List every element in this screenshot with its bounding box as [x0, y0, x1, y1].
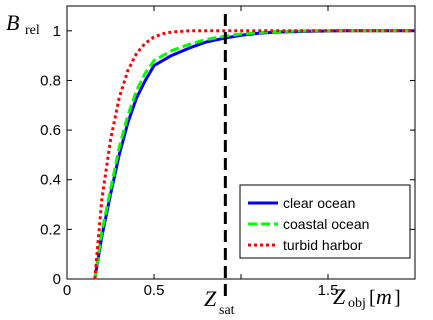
x-axis-label-sub: obj — [348, 296, 366, 311]
x-tick-label: 0 — [63, 282, 71, 299]
x-tick-label: 0.5 — [144, 282, 165, 299]
series-line-turbid-harbor — [93, 29, 415, 280]
y-tick-label: 0.8 — [40, 72, 61, 89]
y-tick-label: 0.4 — [40, 172, 61, 189]
legend: clear ocean coastal ocean turbid harbor — [239, 184, 411, 259]
z-sat-label-sub: sat — [219, 303, 235, 318]
y-tick-label: 0.6 — [40, 122, 61, 139]
x-tick-label: 1.5 — [318, 282, 339, 299]
z-sat-label: Z — [204, 286, 217, 311]
legend-label: coastal ocean — [283, 216, 369, 232]
x-axis-unit-open: [ — [369, 287, 376, 309]
x-axis-unit: m — [376, 284, 392, 309]
y-axis-label: B — [6, 10, 19, 35]
x-axis-unit-close: ] — [394, 287, 401, 309]
legend-label: clear ocean — [283, 195, 355, 211]
y-tick-label: 1 — [53, 23, 61, 40]
x-axis-label: Z — [333, 284, 346, 309]
y-axis-label-sub: rel — [25, 23, 40, 38]
legend-label: turbid harbor — [283, 237, 363, 253]
y-tick-label: 0.2 — [40, 221, 61, 238]
y-tick-label: 0 — [53, 271, 61, 288]
